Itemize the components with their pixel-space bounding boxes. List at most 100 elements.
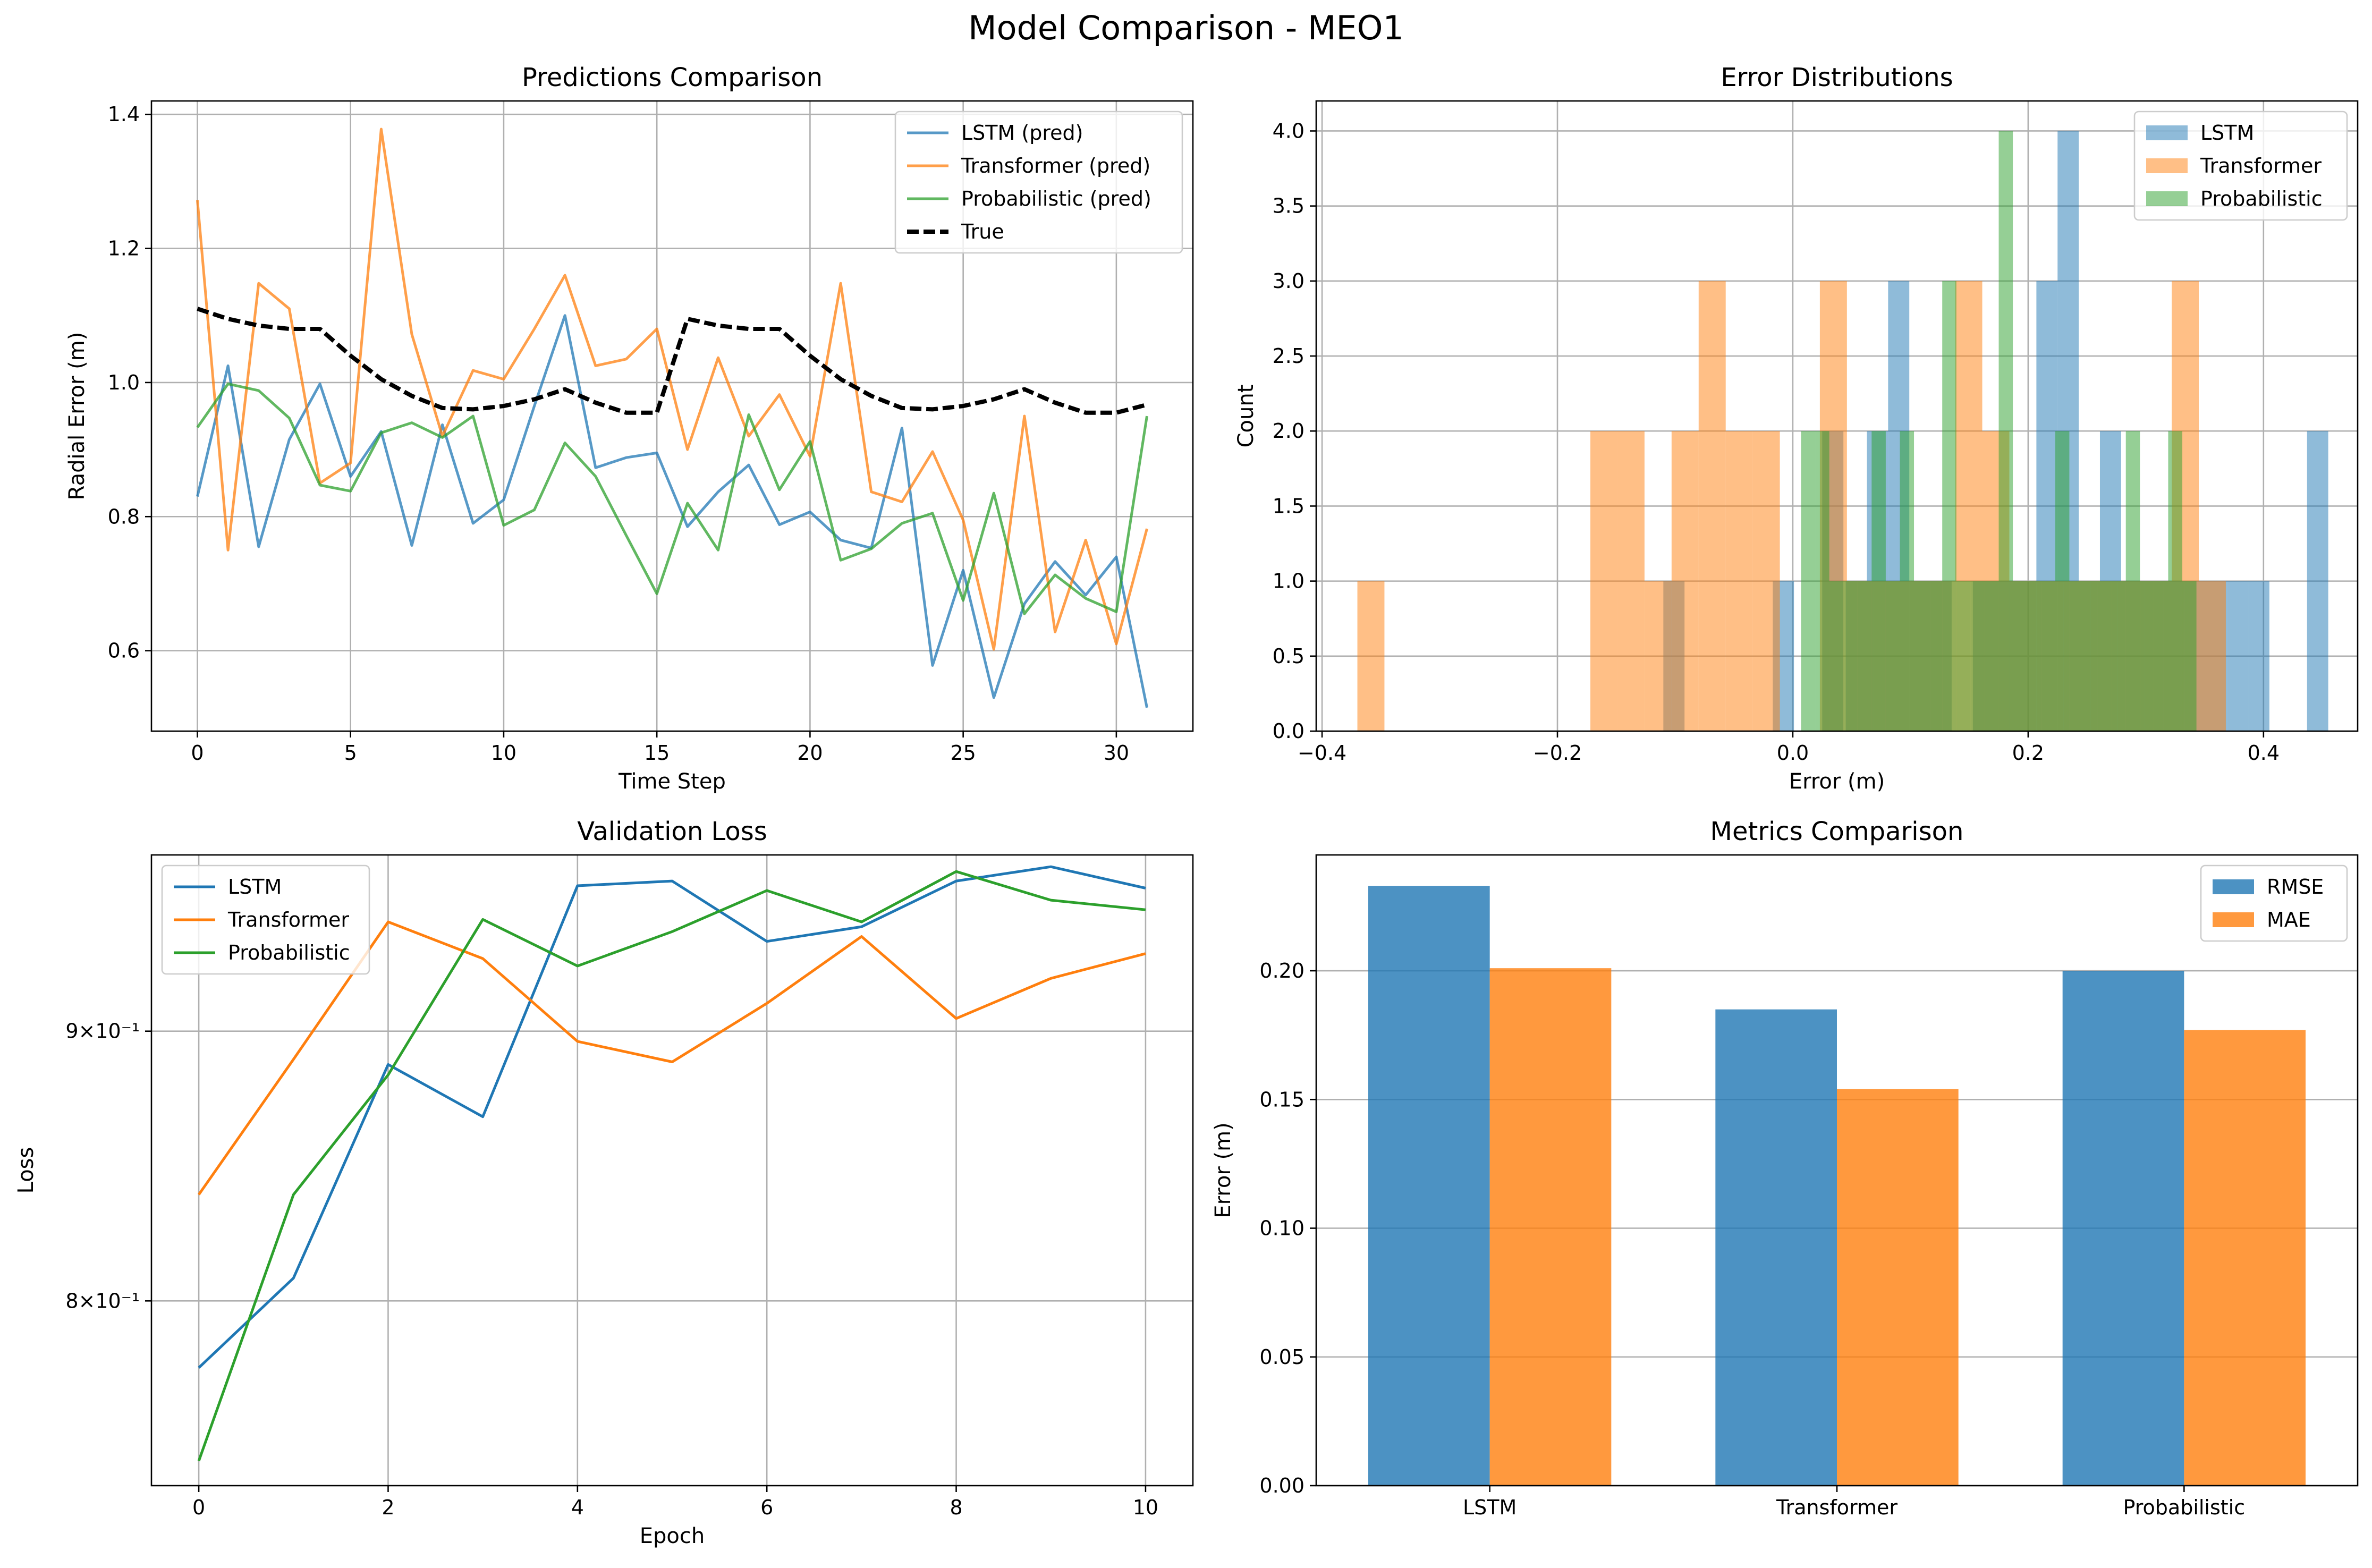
axes-frame (1315, 100, 2359, 732)
x-tick-label: 4 (571, 1496, 584, 1519)
x-tick-label: Probabilistic (2123, 1496, 2246, 1519)
x-tick-label: 25 (950, 741, 976, 765)
histogram-bar-probabilistic (1857, 581, 1872, 731)
x-tick-label: 5 (344, 741, 357, 765)
y-tick-label: 0.8 (108, 505, 140, 528)
histogram-bar-probabilistic (1829, 581, 1844, 731)
histogram-bar-probabilistic (2168, 431, 2183, 731)
histogram-bar-lstm (2248, 581, 2269, 731)
bar-rmse-probabilistic (2062, 971, 2184, 1486)
series-line-true (197, 307, 1148, 415)
x-tick-label: 20 (797, 741, 823, 765)
y-axis-label: Radial Error (m) (65, 332, 89, 501)
y-tick-label: 1.5 (1273, 494, 1304, 518)
histogram-bar-probabilistic (2027, 581, 2041, 731)
x-tick-label: Transformer (1776, 1496, 1897, 1519)
legend-swatch-lstm (2146, 125, 2188, 140)
histogram-bar-transformer (1644, 581, 1672, 731)
x-tick-label: 0.2 (2012, 741, 2044, 765)
histogram-bar-probabilistic (1843, 581, 1858, 731)
y-axis-label: Loss (14, 1147, 38, 1194)
legend: LSTM Transformer Probabilistic (161, 864, 370, 975)
legend-label-lstm: LSTM (2200, 121, 2254, 145)
y-axis-label: Error (m) (1211, 1122, 1235, 1218)
x-tick-label: 15 (644, 741, 670, 765)
series-line-lstm-pred (196, 314, 1148, 708)
x-tick-label: 10 (1133, 1496, 1158, 1519)
x-tick-label: −0.2 (1533, 741, 1582, 765)
legend-label-transformer: Transformer (227, 908, 349, 931)
x-tick-label: 0.0 (1777, 741, 1809, 765)
legend-box (894, 111, 1183, 254)
legend-swatch-probabilistic (2146, 191, 2188, 206)
histogram-bar-probabilistic (2097, 581, 2112, 731)
legend-swatch-mae (2213, 912, 2254, 927)
series-line-probabilistic (197, 870, 1146, 1462)
axes-frame (150, 854, 1194, 1487)
y-tick-label: 2.0 (1273, 419, 1304, 443)
x-tick-label: 0.4 (2248, 741, 2280, 765)
histogram-bar-probabilistic (1970, 581, 1985, 731)
y-tick-label: 8×10⁻¹ (65, 1289, 140, 1312)
figure-title: Model Comparison - MEO1 (968, 9, 1404, 47)
histogram-bar-transformer (1671, 431, 1699, 731)
axes-frame (1315, 854, 2359, 1487)
legend-label-lstm: LSTM (228, 875, 282, 899)
histogram-bar-probabilistic (1998, 131, 2013, 731)
x-tick-label: 2 (382, 1496, 394, 1519)
y-tick-label: 0.20 (1259, 959, 1304, 982)
bar-rmse-lstm (1368, 886, 1490, 1486)
histogram-bar-probabilistic (1801, 431, 1816, 731)
histogram-bar-transformer (1617, 431, 1645, 731)
histogram-bar-transformer (1590, 431, 1617, 731)
bar-rmse-transformer (1715, 1009, 1837, 1486)
chart-title: Metrics Comparison (1710, 817, 1964, 846)
axes-frame (150, 100, 1194, 732)
bar-mae-lstm (1489, 968, 1612, 1486)
x-axis-label: Epoch (640, 1524, 705, 1548)
histogram-bar-probabilistic (2055, 431, 2070, 731)
histogram-bar-probabilistic (1885, 581, 1900, 731)
histogram-bar-probabilistic (2041, 581, 2055, 731)
legend-label-probabilistic: Probabilistic (2200, 187, 2323, 210)
y-tick-label: 1.0 (108, 371, 140, 394)
histogram-bar-probabilistic (1928, 581, 1943, 731)
legend-swatch-transformer (2146, 158, 2188, 173)
histogram-bar-probabilistic (2112, 581, 2126, 731)
histogram-bar-transformer (1698, 281, 1726, 731)
histogram-bar-transformer (1357, 581, 1385, 731)
series-line-probabilistic-pred (196, 382, 1148, 615)
y-tick-label: 0.15 (1259, 1088, 1304, 1111)
histogram-bar-probabilistic (1942, 281, 1956, 731)
x-tick-label: 8 (950, 1496, 962, 1519)
legend-label-true: True (961, 220, 1004, 243)
y-tick-label: 1.2 (108, 237, 140, 260)
histogram-bar-probabilistic (2140, 581, 2154, 731)
x-tick-label: 0 (192, 1496, 205, 1519)
histogram-bar-probabilistic (2154, 581, 2168, 731)
histogram-bar-lstm (2307, 431, 2328, 731)
histogram-bar-transformer (1752, 431, 1780, 731)
y-tick-label: 1.0 (1273, 570, 1304, 593)
legend: RMSE MAE (2200, 864, 2348, 942)
histogram-bar-transformer (2199, 581, 2226, 731)
y-tick-label: 3.5 (1273, 194, 1304, 218)
legend: LSTM Transformer Probabilistic (2133, 111, 2348, 221)
legend-label-probabilistic-pred: Probabilistic (pred) (961, 187, 1151, 210)
y-tick-label: 9×10⁻¹ (65, 1020, 140, 1043)
chart-title: Error Distributions (1721, 63, 1953, 92)
legend-box (161, 864, 370, 975)
series-line-transformer-pred (196, 128, 1148, 651)
y-axis-label: Count (1234, 385, 1258, 448)
y-tick-label: 0.10 (1259, 1217, 1304, 1240)
predictions-comparison-chart: 0 5 10 15 20 25 30 0.6 0.8 1.0 1.2 1.4 Predictions C… (65, 63, 1194, 794)
error-distributions-chart: −0.4 −0.2 0.0 0.2 0.4 0.0 0.5 1.0 1.5 2.0 2.5 3.0 3.… (1234, 63, 2359, 794)
histogram-bar-probabilistic (1871, 431, 1886, 731)
x-tick-label: −0.4 (1298, 741, 1346, 765)
x-tick-label: 10 (491, 741, 516, 765)
x-tick-label: LSTM (1463, 1496, 1517, 1519)
histogram-bar-transformer (1725, 431, 1753, 731)
legend-swatch-rmse (2213, 879, 2254, 894)
